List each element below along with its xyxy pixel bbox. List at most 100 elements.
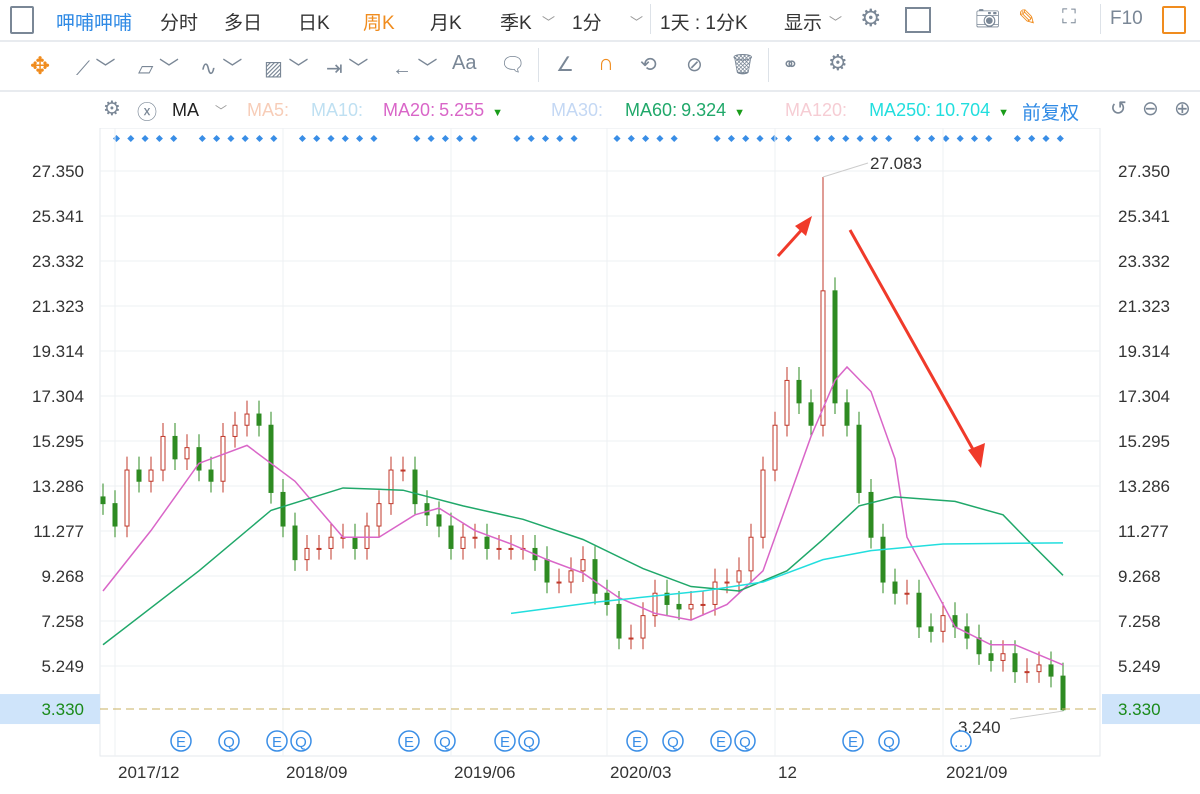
- arrow-icon[interactable]: ← ﹀: [392, 58, 438, 80]
- candle: [244, 400, 250, 437]
- layout-icon[interactable]: [905, 7, 931, 33]
- event-marker-earnings[interactable]: E: [626, 730, 648, 752]
- tab-monthly[interactable]: 月K: [430, 13, 462, 34]
- trash-icon[interactable]: 🗑︎: [730, 54, 756, 76]
- line-icon[interactable]: ⟋ ﹀: [76, 58, 116, 80]
- candle: [868, 479, 874, 549]
- event-diamond: [928, 134, 936, 143]
- candle-body: [244, 413, 250, 426]
- candle: [628, 624, 634, 650]
- x-tick-label: 2019/06: [454, 763, 515, 782]
- minute-select[interactable]: 1分: [572, 13, 602, 34]
- candle: [1048, 651, 1054, 688]
- wave-icon[interactable]: ∿ ﹀: [200, 58, 243, 80]
- ma-legend-ma250[interactable]: MA250: 10.704 ▼: [869, 100, 1009, 121]
- event-marker-quarterly[interactable]: Q: [662, 730, 684, 752]
- pencil-icon[interactable]: ✎: [1018, 5, 1037, 30]
- ma-legend-ma10[interactable]: MA10:: [311, 100, 363, 121]
- indicator-name[interactable]: MA: [172, 100, 199, 120]
- adjust-select[interactable]: 前复权: [1022, 103, 1080, 124]
- sidebar-toggle-icon[interactable]: [10, 6, 34, 34]
- period-select[interactable]: 1天 : 1分K: [660, 13, 748, 34]
- tab-intraday[interactable]: 分时: [160, 13, 199, 34]
- overlay-icon[interactable]: ⚭: [782, 54, 799, 76]
- event-circle: [842, 730, 864, 752]
- candle-body: [160, 435, 166, 471]
- sync-icon[interactable]: ⟲: [640, 54, 657, 76]
- event-label: Q: [667, 734, 679, 751]
- event-marker-earnings[interactable]: E: [494, 730, 516, 752]
- candle: [1060, 662, 1066, 712]
- magnet-icon[interactable]: ∩: [598, 50, 614, 75]
- event-marker-earnings[interactable]: E: [170, 730, 192, 752]
- indicator-settings-icon[interactable]: ⚙: [103, 98, 121, 120]
- camera-icon[interactable]: 📷︎: [975, 8, 1001, 30]
- candle-body: [712, 581, 718, 605]
- event-marker-more[interactable]: …: [950, 730, 972, 752]
- close-indicator-icon[interactable]: ⓧ: [137, 102, 157, 124]
- candle: [700, 591, 706, 616]
- text-icon[interactable]: Aa: [452, 52, 477, 74]
- y-tick-left: 17.304: [32, 387, 84, 406]
- event-marker-earnings[interactable]: E: [842, 730, 864, 752]
- fib-icon[interactable]: ▨ ﹀: [264, 58, 309, 80]
- settings-icon[interactable]: ⚙: [860, 5, 882, 32]
- display-select[interactable]: 显示: [784, 13, 823, 34]
- event-diamond: [227, 134, 235, 143]
- event-marker-quarterly[interactable]: Q: [878, 730, 900, 752]
- candle: [412, 456, 418, 515]
- candle-body: [112, 503, 118, 527]
- candle-body: [580, 559, 586, 572]
- zoom-out-icon[interactable]: ⊖: [1142, 98, 1159, 120]
- ma-legend-ma60[interactable]: MA60: 9.324 ▼: [625, 100, 745, 121]
- panel-toggle-icon[interactable]: [1162, 6, 1186, 34]
- event-diamond: [842, 134, 850, 143]
- chevron-down-icon[interactable]: ﹀: [215, 104, 228, 118]
- ma-legend-ma5[interactable]: MA5:: [247, 100, 289, 121]
- event-marker-earnings[interactable]: E: [398, 730, 420, 752]
- event-diamond: [112, 134, 121, 143]
- tab-quarterly[interactable]: 季K: [500, 13, 532, 34]
- event-diamond: [427, 134, 435, 143]
- kline-chart[interactable]: 27.350 27.350 25.341 25.341 23.332 23.332 21.3…: [0, 128, 1200, 794]
- candle: [268, 411, 274, 504]
- tab-multiday[interactable]: 多日: [224, 13, 263, 34]
- polygon-icon[interactable]: ▱ ﹀: [138, 58, 179, 80]
- event-diamond: [870, 134, 878, 143]
- candle: [856, 411, 862, 504]
- candle-body: [856, 424, 862, 493]
- candle-body: [220, 435, 226, 482]
- zoom-in-icon[interactable]: ⊕: [1174, 98, 1191, 120]
- indicator-bar: ⚙ ⓧ MA ﹀ MA5: MA10: MA20: 5.255 ▼ MA30: MA60: 9…: [0, 92, 1200, 128]
- candle: [292, 512, 298, 571]
- ma-legend-ma30[interactable]: MA30:: [551, 100, 603, 121]
- fullscreen-icon[interactable]: ⛶: [1062, 6, 1076, 28]
- tab-weekly[interactable]: 周K: [363, 13, 395, 34]
- move-icon[interactable]: ✥: [30, 53, 51, 80]
- stock-name[interactable]: 呷哺呷哺: [56, 13, 133, 34]
- angle-icon[interactable]: ∠: [556, 54, 574, 76]
- comment-icon[interactable]: 🗨︎: [500, 54, 526, 76]
- f10-button[interactable]: F10: [1110, 8, 1143, 29]
- event-marker-quarterly[interactable]: Q: [434, 730, 456, 752]
- event-marker-quarterly[interactable]: Q: [518, 730, 540, 752]
- range-icon[interactable]: ⇥ ﹀: [326, 58, 369, 80]
- event-marker-quarterly[interactable]: Q: [290, 730, 312, 752]
- ma-legend-ma20[interactable]: MA20: 5.255 ▼: [383, 100, 503, 121]
- ma-legend-ma120[interactable]: MA120:: [785, 100, 847, 121]
- event-marker-earnings[interactable]: E: [710, 730, 732, 752]
- undo-icon[interactable]: ↺: [1110, 98, 1127, 120]
- tab-daily[interactable]: 日K: [298, 13, 330, 34]
- event-diamond: [1013, 134, 1021, 143]
- chevron-down-icon[interactable]: ﹀: [542, 15, 556, 30]
- x-tick-label: 2018/09: [286, 763, 347, 782]
- hide-icon[interactable]: ⊘: [686, 54, 703, 76]
- settings-icon[interactable]: ⚙: [828, 50, 848, 75]
- candle: [556, 568, 562, 594]
- event-marker-earnings[interactable]: E: [266, 730, 288, 752]
- event-marker-quarterly[interactable]: Q: [734, 730, 756, 752]
- chevron-down-icon[interactable]: ﹀: [630, 15, 644, 30]
- candle-body: [1060, 675, 1066, 711]
- event-marker-quarterly[interactable]: Q: [218, 730, 240, 752]
- ma250-line: [510, 542, 1064, 615]
